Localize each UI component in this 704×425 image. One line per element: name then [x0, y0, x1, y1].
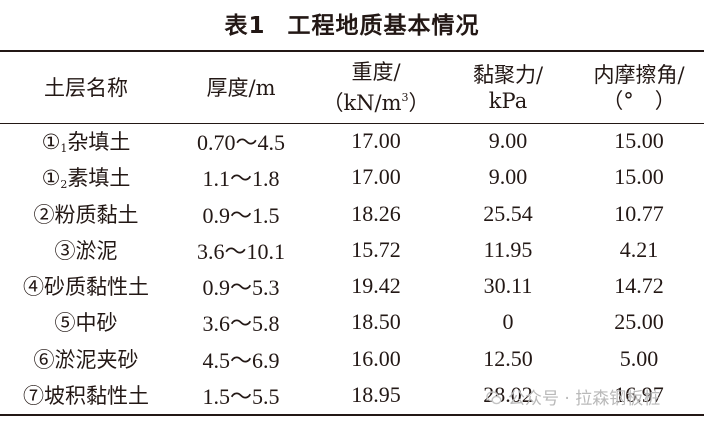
cell-friction-angle: 4.21 — [619, 236, 659, 262]
header-friction-angle: 内摩擦角/（° ） — [593, 62, 685, 113]
cell-cohesion: 12.50 — [483, 345, 533, 371]
watermark: 公众号 · 拉森钢板桩 — [486, 384, 660, 409]
cell-friction-angle: 25.00 — [614, 309, 664, 335]
cell-soil-layer: ③淤泥 — [54, 238, 118, 263]
bottom-rule — [0, 414, 704, 416]
table-label: 表1 — [224, 13, 266, 39]
table-row: ①1杂填土 0.70～4.5 17.00 9.00 15.00 — [0, 123, 704, 159]
header-rule — [0, 123, 704, 124]
cell-soil-layer: ②粉质黏土 — [33, 202, 139, 227]
cell-cohesion: 25.54 — [483, 200, 533, 226]
cell-soil-layer: ④砂质黏性土 — [23, 275, 149, 300]
cell-soil-layer: ⑦坡积黏性土 — [23, 383, 149, 408]
cell-unit-weight: 18.50 — [351, 309, 401, 335]
header-unit-weight: 重度/ （kN/m3） — [322, 60, 430, 115]
header-row: 土层名称 厚度/m 重度/ （kN/m3） 黏聚力/kPa 内摩擦角/（° ） — [0, 52, 704, 123]
cell-cohesion: 9.00 — [488, 164, 528, 190]
header-soil-layer: 土层名称 — [44, 75, 128, 100]
cell-soil-layer: ①1杂填土 — [41, 130, 131, 156]
wechat-icon — [486, 391, 502, 405]
table-row: ⑥淤泥夹砂 4.5～6.9 16.00 12.50 5.00 — [0, 341, 704, 377]
cell-thickness: 0.70～4.5 — [196, 130, 285, 156]
cell-unit-weight: 16.00 — [351, 345, 401, 371]
cell-friction-angle: 14.72 — [614, 273, 664, 299]
table-row: ⑤中砂 3.6～5.8 18.50 0 25.00 — [0, 304, 704, 340]
cell-cohesion: 11.95 — [483, 236, 533, 262]
cell-cohesion: 30.11 — [483, 273, 533, 299]
cell-thickness: 0.9～5.3 — [202, 275, 280, 301]
cell-thickness: 3.6～10.1 — [196, 238, 285, 264]
cell-friction-angle: 15.00 — [614, 128, 664, 154]
cell-thickness: 1.1～1.8 — [202, 166, 280, 192]
header-thickness: 厚度/m — [206, 75, 276, 100]
cell-cohesion: 9.00 — [488, 128, 528, 154]
watermark-text: 公众号 · 拉森钢板桩 — [508, 389, 661, 409]
table-row: ④砂质黏性土 0.9～5.3 19.42 30.11 14.72 — [0, 268, 704, 304]
cell-unit-weight: 18.26 — [351, 200, 401, 226]
table-row: ⑦坡积黏性土 1.5～5.5 18.95 28.02 16.97 — [0, 377, 704, 413]
cell-soil-layer: ⑥淤泥夹砂 — [33, 347, 139, 372]
cell-friction-angle: 10.77 — [614, 200, 664, 226]
cell-unit-weight: 18.95 — [351, 381, 401, 407]
cell-friction-angle: 15.00 — [614, 164, 664, 190]
cell-cohesion: 28.02 — [483, 381, 533, 407]
cell-unit-weight: 17.00 — [351, 128, 401, 154]
cell-thickness: 3.6～5.8 — [202, 311, 280, 337]
cell-cohesion: 0 — [502, 309, 514, 335]
table-row: ③淤泥 3.6～10.1 15.72 11.95 4.21 — [0, 232, 704, 268]
table-row: ①2素填土 1.1～1.8 17.00 9.00 15.00 — [0, 159, 704, 195]
cell-thickness: 0.9～1.5 — [202, 202, 280, 228]
cell-thickness: 1.5～5.5 — [202, 383, 280, 409]
cell-unit-weight: 15.72 — [351, 236, 401, 262]
header-cohesion: 黏聚力/kPa — [472, 62, 544, 113]
cell-soil-layer: ①2素填土 — [41, 166, 131, 192]
table-row: ②粉质黏土 0.9～1.5 18.26 25.54 10.77 — [0, 196, 704, 232]
cell-thickness: 4.5～6.9 — [202, 347, 280, 373]
cell-unit-weight: 17.00 — [351, 164, 401, 190]
table-title: 表1 工程地质基本情况 — [0, 6, 704, 40]
geology-table: 土层名称 厚度/m 重度/ （kN/m3） 黏聚力/kPa 内摩擦角/（° ） … — [0, 52, 704, 413]
cell-unit-weight: 19.42 — [351, 273, 401, 299]
cell-friction-angle: 5.00 — [619, 345, 659, 371]
top-rule — [0, 50, 704, 52]
table-caption: 工程地质基本情况 — [287, 13, 480, 39]
cell-soil-layer: ⑤中砂 — [54, 311, 118, 336]
cell-friction-angle: 16.97 — [614, 381, 664, 407]
